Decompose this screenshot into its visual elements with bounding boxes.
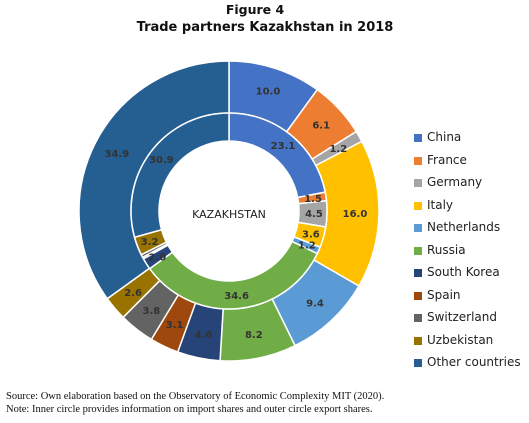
outer-label-other-countries: 34.9 (105, 149, 130, 160)
legend-swatch (414, 246, 422, 255)
donut-chart: 10.0 6.1 1.2 16.0 9.4 8.2 4.6 3.1 3.82.6 34.9 23.1… (78, 60, 380, 362)
outer-label-uzbekistan: 2.6 (124, 288, 142, 299)
legend-label: Spain (427, 287, 461, 302)
legend-swatch (414, 179, 422, 187)
inner-label-uzbekistan: 3.2 (141, 237, 159, 248)
inner-label-south-korea: 2.0 (149, 252, 167, 263)
legend-label: Russia (427, 242, 466, 257)
outer-label-south-korea: 4.6 (195, 330, 213, 341)
legend-label: Germany (427, 175, 483, 189)
outer-label-russia: 8.2 (245, 330, 263, 341)
chart-title: Trade partners Kazakhstan in 2018 (136, 20, 394, 35)
legend-swatch (414, 269, 422, 277)
legend-swatch (414, 291, 422, 300)
figure-notes: Source: Own elaboration based on the Obs… (6, 390, 384, 416)
legend-label: Italy (427, 197, 454, 212)
legend-swatch (414, 201, 422, 210)
legend-label: Other countries (427, 355, 521, 369)
center-label: KAZAKHSTAN (192, 208, 266, 221)
inner-slice-other-countries (130, 112, 230, 239)
inner-outer-note: Note: Inner circle provides information … (6, 404, 373, 415)
source-note: Source: Own elaboration based on the Obs… (6, 391, 385, 402)
inner-label-italy: 3.6 (302, 229, 320, 240)
legend-label: Uzbekistan (427, 332, 494, 347)
outer-label-switzerland: 3.8 (143, 306, 161, 317)
outer-label-france: 6.1 (312, 121, 330, 132)
legend-swatch (414, 314, 422, 322)
legend-label: China (427, 130, 462, 144)
inner-label-netherlands: 1.2 (298, 241, 316, 252)
outer-label-germany: 1.2 (329, 144, 347, 155)
inner-label-china: 23.1 (271, 141, 296, 152)
inner-label-other-countries: 30.9 (149, 155, 174, 166)
inner-label-france: 1.5 (304, 194, 322, 205)
figure-label: Figure 4 (225, 2, 285, 17)
outer-label-china: 10.0 (256, 87, 281, 98)
legend-swatch (414, 359, 422, 367)
inner-label-russia: 34.6 (224, 291, 249, 302)
legend-swatch (414, 336, 422, 345)
legend-label: Netherlands (427, 220, 501, 234)
legend-label: France (427, 152, 467, 167)
legend-swatch (414, 224, 422, 232)
outer-label-italy: 16.0 (343, 209, 368, 220)
legend-label: South Korea (427, 265, 500, 279)
outer-label-netherlands: 9.4 (306, 299, 324, 310)
outer-label-spain: 3.1 (166, 320, 184, 331)
legend-swatch (414, 156, 422, 165)
legend-label: Switzerland (427, 310, 497, 324)
slice-labels: 10.0 6.1 1.2 16.0 9.4 8.2 4.6 3.1 3.82.6 34.9 23.1… (105, 87, 368, 341)
inner-label-germany: 4.5 (305, 209, 323, 220)
legend-swatch (414, 134, 422, 142)
inner-ring (130, 112, 328, 310)
